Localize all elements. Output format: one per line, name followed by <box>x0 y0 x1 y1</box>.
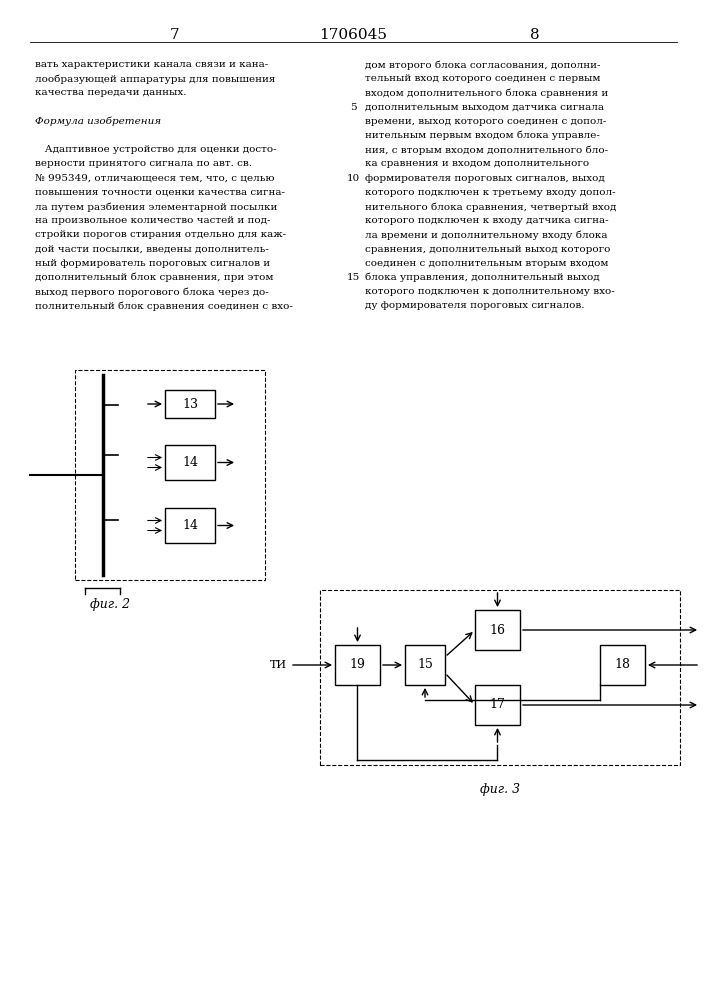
Text: 14: 14 <box>182 519 198 532</box>
Text: 15: 15 <box>346 273 360 282</box>
Text: 8: 8 <box>530 28 540 42</box>
Text: нительного блока сравнения, четвертый вход: нительного блока сравнения, четвертый вх… <box>365 202 617 212</box>
Text: дополнительным выходом датчика сигнала: дополнительным выходом датчика сигнала <box>365 103 604 112</box>
Text: качества передачи данных.: качества передачи данных. <box>35 88 187 97</box>
Text: соединен с дополнительным вторым входом: соединен с дополнительным вторым входом <box>365 259 609 268</box>
Text: Формула изобретения: Формула изобретения <box>35 117 161 126</box>
Text: 13: 13 <box>182 397 198 410</box>
Text: вать характеристики канала связи и кана-: вать характеристики канала связи и кана- <box>35 60 268 69</box>
Text: Адаптивное устройство для оценки досто-: Адаптивное устройство для оценки досто- <box>35 145 276 154</box>
Text: № 995349, отличающееся тем, что, с целью: № 995349, отличающееся тем, что, с целью <box>35 174 274 183</box>
Text: фиг. 3: фиг. 3 <box>480 783 520 796</box>
Text: дополнительный блок сравнения, при этом: дополнительный блок сравнения, при этом <box>35 273 274 282</box>
Text: ла времени и дополнительному входу блока: ла времени и дополнительному входу блока <box>365 230 607 240</box>
Text: которого подключен к входу датчика сигна-: которого подключен к входу датчика сигна… <box>365 216 609 225</box>
Text: лообразующей аппаратуры для повышения: лообразующей аппаратуры для повышения <box>35 74 275 84</box>
Text: полнительный блок сравнения соединен с вхо-: полнительный блок сравнения соединен с в… <box>35 301 293 311</box>
Text: ТИ: ТИ <box>270 660 287 670</box>
Text: 16: 16 <box>489 624 506 637</box>
Text: дой части посылки, введены дополнитель-: дой части посылки, введены дополнитель- <box>35 245 269 254</box>
Bar <box>600 645 645 685</box>
Bar <box>475 610 520 650</box>
Text: блока управления, дополнительный выход: блока управления, дополнительный выход <box>365 273 600 282</box>
Bar <box>405 645 445 685</box>
Text: времени, выход которого соединен с допол-: времени, выход которого соединен с допол… <box>365 117 607 126</box>
Text: которого подключен к третьему входу допол-: которого подключен к третьему входу допо… <box>365 188 616 197</box>
Text: повышения точности оценки качества сигна-: повышения точности оценки качества сигна… <box>35 188 285 197</box>
Text: ла путем разбиения элементарной посылки: ла путем разбиения элементарной посылки <box>35 202 277 212</box>
Text: 5: 5 <box>350 103 356 112</box>
Text: ный формирователь пороговых сигналов и: ный формирователь пороговых сигналов и <box>35 259 270 268</box>
Text: ния, с вторым входом дополнительного бло-: ния, с вторым входом дополнительного бло… <box>365 145 608 155</box>
Text: ду формирователя пороговых сигналов.: ду формирователя пороговых сигналов. <box>365 301 585 310</box>
Text: 10: 10 <box>346 174 360 183</box>
Text: нительным первым входом блока управле-: нительным первым входом блока управле- <box>365 131 600 140</box>
Text: 17: 17 <box>489 698 506 712</box>
Text: на произвольное количество частей и под-: на произвольное количество частей и под- <box>35 216 271 225</box>
Bar <box>165 508 215 543</box>
Bar <box>335 645 380 685</box>
Bar <box>165 390 215 418</box>
Text: входом дополнительного блока сравнения и: входом дополнительного блока сравнения и <box>365 88 608 98</box>
Text: верности принятого сигнала по авт. св.: верности принятого сигнала по авт. св. <box>35 159 252 168</box>
Text: ка сравнения и входом дополнительного: ка сравнения и входом дополнительного <box>365 159 589 168</box>
Text: формирователя пороговых сигналов, выход: формирователя пороговых сигналов, выход <box>365 174 604 183</box>
Text: 19: 19 <box>349 658 366 672</box>
Text: 14: 14 <box>182 456 198 469</box>
Bar <box>475 685 520 725</box>
Text: стройки порогов стирания отдельно для каж-: стройки порогов стирания отдельно для ка… <box>35 230 286 239</box>
Text: которого подключен к дополнительному вхо-: которого подключен к дополнительному вхо… <box>365 287 615 296</box>
Bar <box>165 445 215 480</box>
Text: дом второго блока согласования, дополни-: дом второго блока согласования, дополни- <box>365 60 600 70</box>
Bar <box>75 370 265 580</box>
Text: фиг. 2: фиг. 2 <box>90 598 130 611</box>
Text: тельный вход которого соединен с первым: тельный вход которого соединен с первым <box>365 74 600 83</box>
Text: 15: 15 <box>417 658 433 672</box>
Text: 1706045: 1706045 <box>319 28 387 42</box>
Text: 7: 7 <box>170 28 180 42</box>
Text: 18: 18 <box>614 658 631 672</box>
Bar <box>320 590 680 765</box>
Text: выход первого порогового блока через до-: выход первого порогового блока через до- <box>35 287 269 297</box>
Text: сравнения, дополнительный выход которого: сравнения, дополнительный выход которого <box>365 245 610 254</box>
